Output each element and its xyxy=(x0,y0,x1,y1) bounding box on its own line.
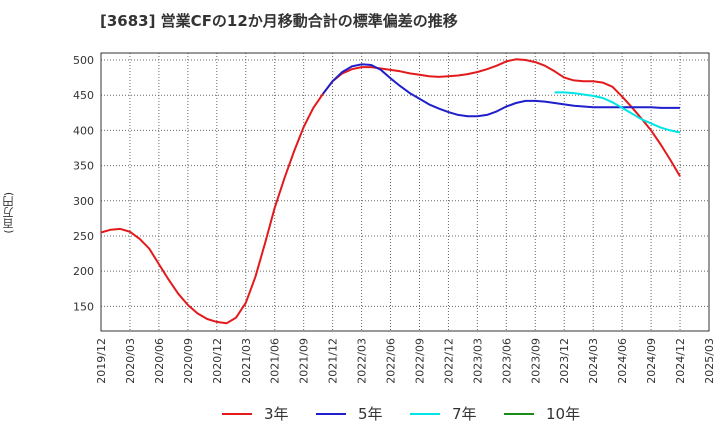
x-tick-label: 2020/12 xyxy=(211,338,224,384)
legend-label-7年: 7年 xyxy=(452,405,477,423)
x-tick-label: 2023/09 xyxy=(529,338,542,384)
x-tick-label: 2022/06 xyxy=(385,338,398,384)
x-tick-label: 2019/12 xyxy=(95,338,108,384)
y-tick-label: 200 xyxy=(73,265,94,278)
x-tick-label: 2021/12 xyxy=(327,338,340,384)
y-tick-labels: 150 200 250 300 350 400 450 500 xyxy=(73,54,94,313)
y-tick-label: 500 xyxy=(73,54,94,67)
series-line-7年 xyxy=(554,91,681,134)
x-tick-label: 2022/09 xyxy=(413,338,426,384)
y-tick-label: 350 xyxy=(73,160,94,173)
y-tick-label: 450 xyxy=(73,89,94,102)
x-tick-label: 2024/03 xyxy=(587,338,600,384)
x-tick-labels: 2019/12 2020/03 2020/06 2020/09 2020/12 2021/… xyxy=(95,338,716,384)
legend-label-3年: 3年 xyxy=(264,405,289,423)
x-tick-label: 2021/06 xyxy=(269,338,282,384)
x-tick-label: 2025/03 xyxy=(703,338,716,384)
x-tick-label: 2020/09 xyxy=(182,338,195,384)
legend: 3年 5年 7年 10年 xyxy=(222,405,580,423)
y-tick-label: 250 xyxy=(73,230,94,243)
x-tick-label: 2023/12 xyxy=(558,338,571,384)
x-tick-label: 2021/09 xyxy=(298,338,311,384)
x-tick-label: 2024/12 xyxy=(674,338,687,384)
x-tick-label: 2023/06 xyxy=(500,338,513,384)
grid-lines xyxy=(100,53,710,331)
x-tick-label: 2020/06 xyxy=(153,338,166,384)
x-tick-label: 2024/06 xyxy=(616,338,629,384)
x-tick-label: 2022/03 xyxy=(356,338,369,384)
plot-area-frame xyxy=(100,52,710,332)
x-tick-label: 2024/09 xyxy=(645,338,658,384)
series-lines xyxy=(100,58,681,325)
series-line-3年 xyxy=(100,58,681,325)
chart-title: [3683] 営業CFの12か月移動合計の標準偏差の推移 xyxy=(100,12,458,30)
legend-label-5年: 5年 xyxy=(358,405,383,423)
series-line-5年 xyxy=(322,63,680,118)
y-tick-label: 150 xyxy=(73,300,94,313)
y-tick-label: 400 xyxy=(73,124,94,137)
x-tick-label: 2023/03 xyxy=(471,338,484,384)
y-tick-label: 300 xyxy=(73,195,94,208)
x-tick-label: 2021/03 xyxy=(240,338,253,384)
x-tick-label: 2020/03 xyxy=(124,338,137,384)
x-tick-label: 2022/12 xyxy=(442,338,455,384)
legend-label-10年: 10年 xyxy=(546,405,580,423)
